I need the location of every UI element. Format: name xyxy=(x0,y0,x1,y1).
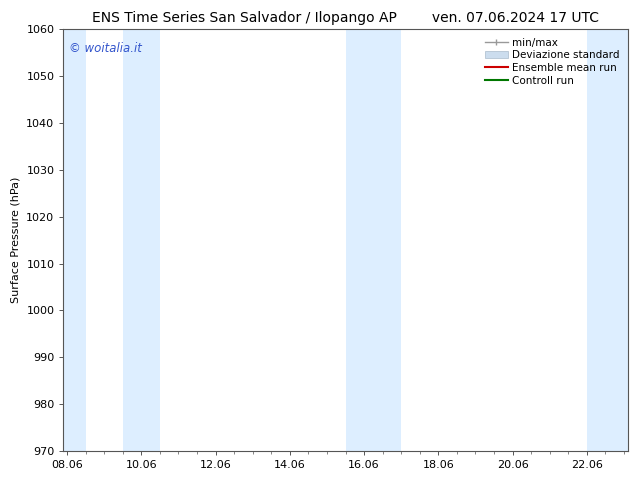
Text: © woitalia.it: © woitalia.it xyxy=(69,42,142,55)
Legend: min/max, Deviazione standard, Ensemble mean run, Controll run: min/max, Deviazione standard, Ensemble m… xyxy=(482,35,623,89)
Bar xyxy=(63,29,86,451)
Bar xyxy=(346,29,401,451)
Title: ENS Time Series San Salvador / Ilopango AP        ven. 07.06.2024 17 UTC: ENS Time Series San Salvador / Ilopango … xyxy=(92,11,599,25)
Bar xyxy=(587,29,628,451)
Bar xyxy=(123,29,160,451)
Y-axis label: Surface Pressure (hPa): Surface Pressure (hPa) xyxy=(11,177,21,303)
